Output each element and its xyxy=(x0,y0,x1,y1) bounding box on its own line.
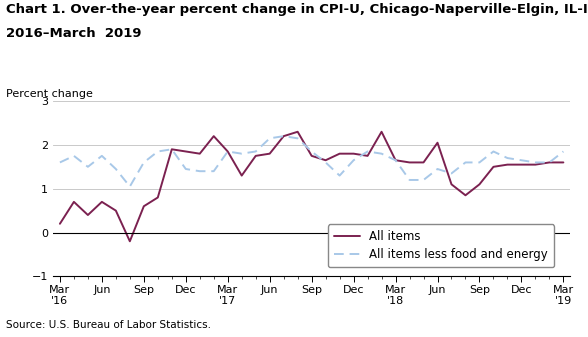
Text: Percent change: Percent change xyxy=(6,89,93,99)
Text: 2016–March  2019: 2016–March 2019 xyxy=(6,27,141,40)
All items xyxy=(378,130,385,134)
All items xyxy=(56,222,64,226)
All items less food and energy xyxy=(98,154,105,158)
Line: All items: All items xyxy=(60,132,563,241)
All items xyxy=(364,154,371,158)
All items less food and energy xyxy=(56,160,64,164)
All items xyxy=(84,213,91,217)
All items less food and energy xyxy=(84,165,91,169)
All items less food and energy xyxy=(476,160,483,164)
All items less food and energy xyxy=(322,160,329,164)
All items xyxy=(336,152,343,156)
All items less food and energy xyxy=(224,150,231,154)
All items xyxy=(154,195,161,200)
All items xyxy=(462,193,469,197)
All items less food and energy xyxy=(182,167,189,171)
All items xyxy=(476,182,483,186)
All items xyxy=(211,134,218,138)
All items less food and energy xyxy=(211,169,218,173)
All items less food and energy xyxy=(448,171,455,175)
All items less food and energy xyxy=(350,158,357,162)
Line: All items less food and energy: All items less food and energy xyxy=(60,136,563,187)
All items less food and energy xyxy=(378,152,385,156)
All items less food and energy xyxy=(71,154,78,158)
All items xyxy=(350,152,357,156)
All items xyxy=(112,209,119,213)
All items less food and energy xyxy=(434,167,441,171)
All items xyxy=(518,163,525,167)
All items less food and energy xyxy=(392,158,399,162)
All items xyxy=(448,182,455,186)
Text: Source: U.S. Bureau of Labor Statistics.: Source: U.S. Bureau of Labor Statistics. xyxy=(6,320,211,330)
All items less food and energy xyxy=(308,150,315,154)
All items xyxy=(294,130,301,134)
All items less food and energy xyxy=(112,167,119,171)
All items xyxy=(196,152,203,156)
All items xyxy=(182,150,189,154)
All items less food and energy xyxy=(364,150,371,154)
All items xyxy=(266,152,273,156)
All items xyxy=(560,160,567,164)
All items less food and energy xyxy=(266,136,273,140)
All items xyxy=(280,134,287,138)
All items xyxy=(504,163,511,167)
All items xyxy=(322,158,329,162)
All items xyxy=(252,154,259,158)
All items less food and energy xyxy=(462,160,469,164)
All items less food and energy xyxy=(490,150,497,154)
All items xyxy=(392,158,399,162)
All items xyxy=(490,165,497,169)
All items xyxy=(532,163,539,167)
All items less food and energy xyxy=(141,160,148,164)
All items xyxy=(406,160,413,164)
All items less food and energy xyxy=(252,150,259,154)
All items xyxy=(420,160,427,164)
All items less food and energy xyxy=(504,156,511,160)
All items xyxy=(126,239,133,243)
All items xyxy=(238,174,245,178)
All items xyxy=(546,160,553,164)
All items less food and energy xyxy=(196,169,203,173)
All items xyxy=(71,200,78,204)
All items less food and energy xyxy=(518,158,525,162)
All items xyxy=(308,154,315,158)
All items less food and energy xyxy=(420,178,427,182)
All items less food and energy xyxy=(532,160,539,164)
All items less food and energy xyxy=(560,150,567,154)
All items less food and energy xyxy=(280,134,287,138)
All items xyxy=(141,204,148,208)
All items xyxy=(434,141,441,145)
Legend: All items, All items less food and energy: All items, All items less food and energ… xyxy=(328,224,554,267)
All items xyxy=(224,150,231,154)
All items xyxy=(98,200,105,204)
All items xyxy=(168,147,175,151)
All items less food and energy xyxy=(168,147,175,151)
Text: Chart 1. Over-the-year percent change in CPI-U, Chicago-Naperville-Elgin, IL-IN-: Chart 1. Over-the-year percent change in… xyxy=(6,3,588,17)
All items less food and energy xyxy=(406,178,413,182)
All items less food and energy xyxy=(154,150,161,154)
All items less food and energy xyxy=(546,160,553,164)
All items less food and energy xyxy=(294,136,301,140)
All items less food and energy xyxy=(238,152,245,156)
All items less food and energy xyxy=(336,174,343,178)
All items less food and energy xyxy=(126,185,133,189)
